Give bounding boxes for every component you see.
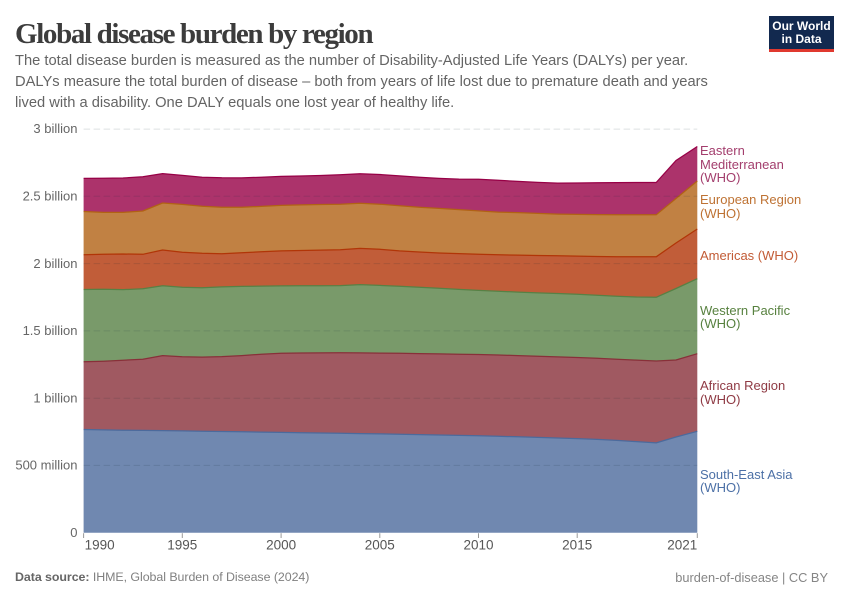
svg-text:2015: 2015 [562, 538, 592, 553]
svg-text:2.5 billion: 2.5 billion [23, 189, 78, 204]
svg-text:0: 0 [70, 525, 77, 540]
svg-text:2000: 2000 [266, 538, 296, 553]
svg-text:2010: 2010 [463, 538, 493, 553]
svg-text:2021: 2021 [667, 538, 697, 553]
svg-text:2005: 2005 [365, 538, 395, 553]
svg-text:1.5 billion: 1.5 billion [23, 323, 78, 338]
svg-text:1995: 1995 [167, 538, 197, 553]
svg-text:1 billion: 1 billion [33, 390, 77, 405]
svg-text:2 billion: 2 billion [33, 256, 77, 271]
svg-text:3 billion: 3 billion [33, 121, 77, 136]
svg-text:500 million: 500 million [15, 458, 77, 473]
svg-text:1990: 1990 [85, 538, 115, 553]
